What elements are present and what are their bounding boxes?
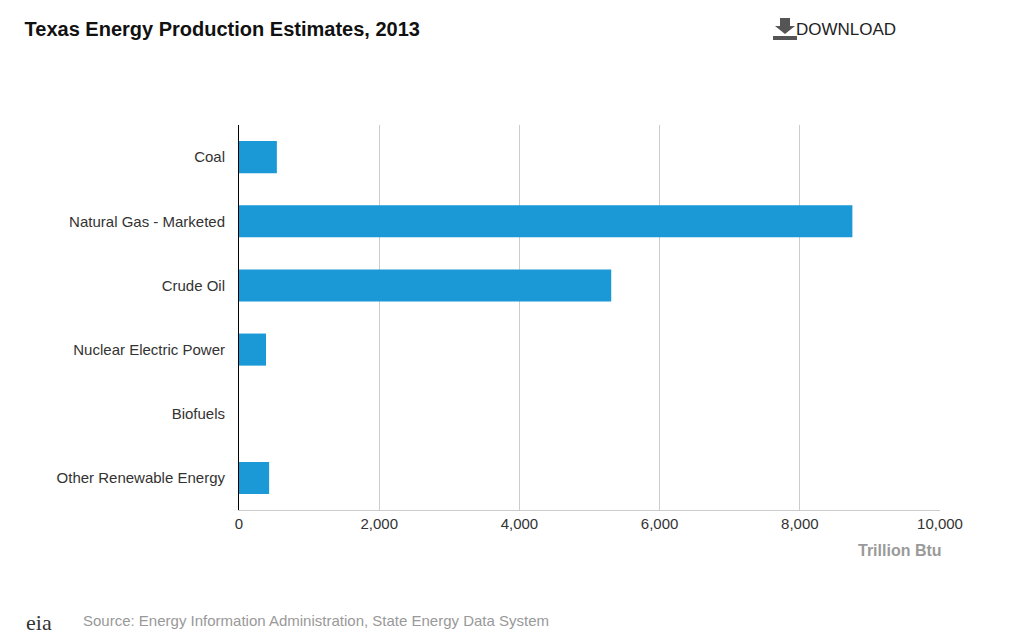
svg-text:DOWNLOAD: DOWNLOAD (796, 20, 896, 39)
svg-text:0: 0 (235, 515, 243, 532)
svg-text:Source: Energy Information Adm: Source: Energy Information Administratio… (83, 612, 549, 629)
svg-text:Nuclear Electric Power: Nuclear Electric Power (73, 341, 225, 358)
svg-text:Trillion Btu: Trillion Btu (858, 542, 942, 559)
svg-text:eia: eia (26, 610, 52, 635)
svg-text:Natural Gas - Marketed: Natural Gas - Marketed (69, 213, 225, 230)
svg-text:Coal: Coal (194, 148, 225, 165)
svg-text:Crude Oil: Crude Oil (162, 277, 225, 294)
svg-text:Other Renewable Energy: Other Renewable Energy (57, 469, 226, 486)
svg-text:2,000: 2,000 (360, 515, 398, 532)
svg-text:6,000: 6,000 (641, 515, 679, 532)
svg-text:Texas Energy Production Estima: Texas Energy Production Estimates, 2013 (25, 18, 420, 40)
svg-text:4,000: 4,000 (501, 515, 539, 532)
svg-text:Biofuels: Biofuels (172, 405, 225, 422)
svg-text:8,000: 8,000 (781, 515, 819, 532)
svg-text:10,000: 10,000 (917, 515, 963, 532)
